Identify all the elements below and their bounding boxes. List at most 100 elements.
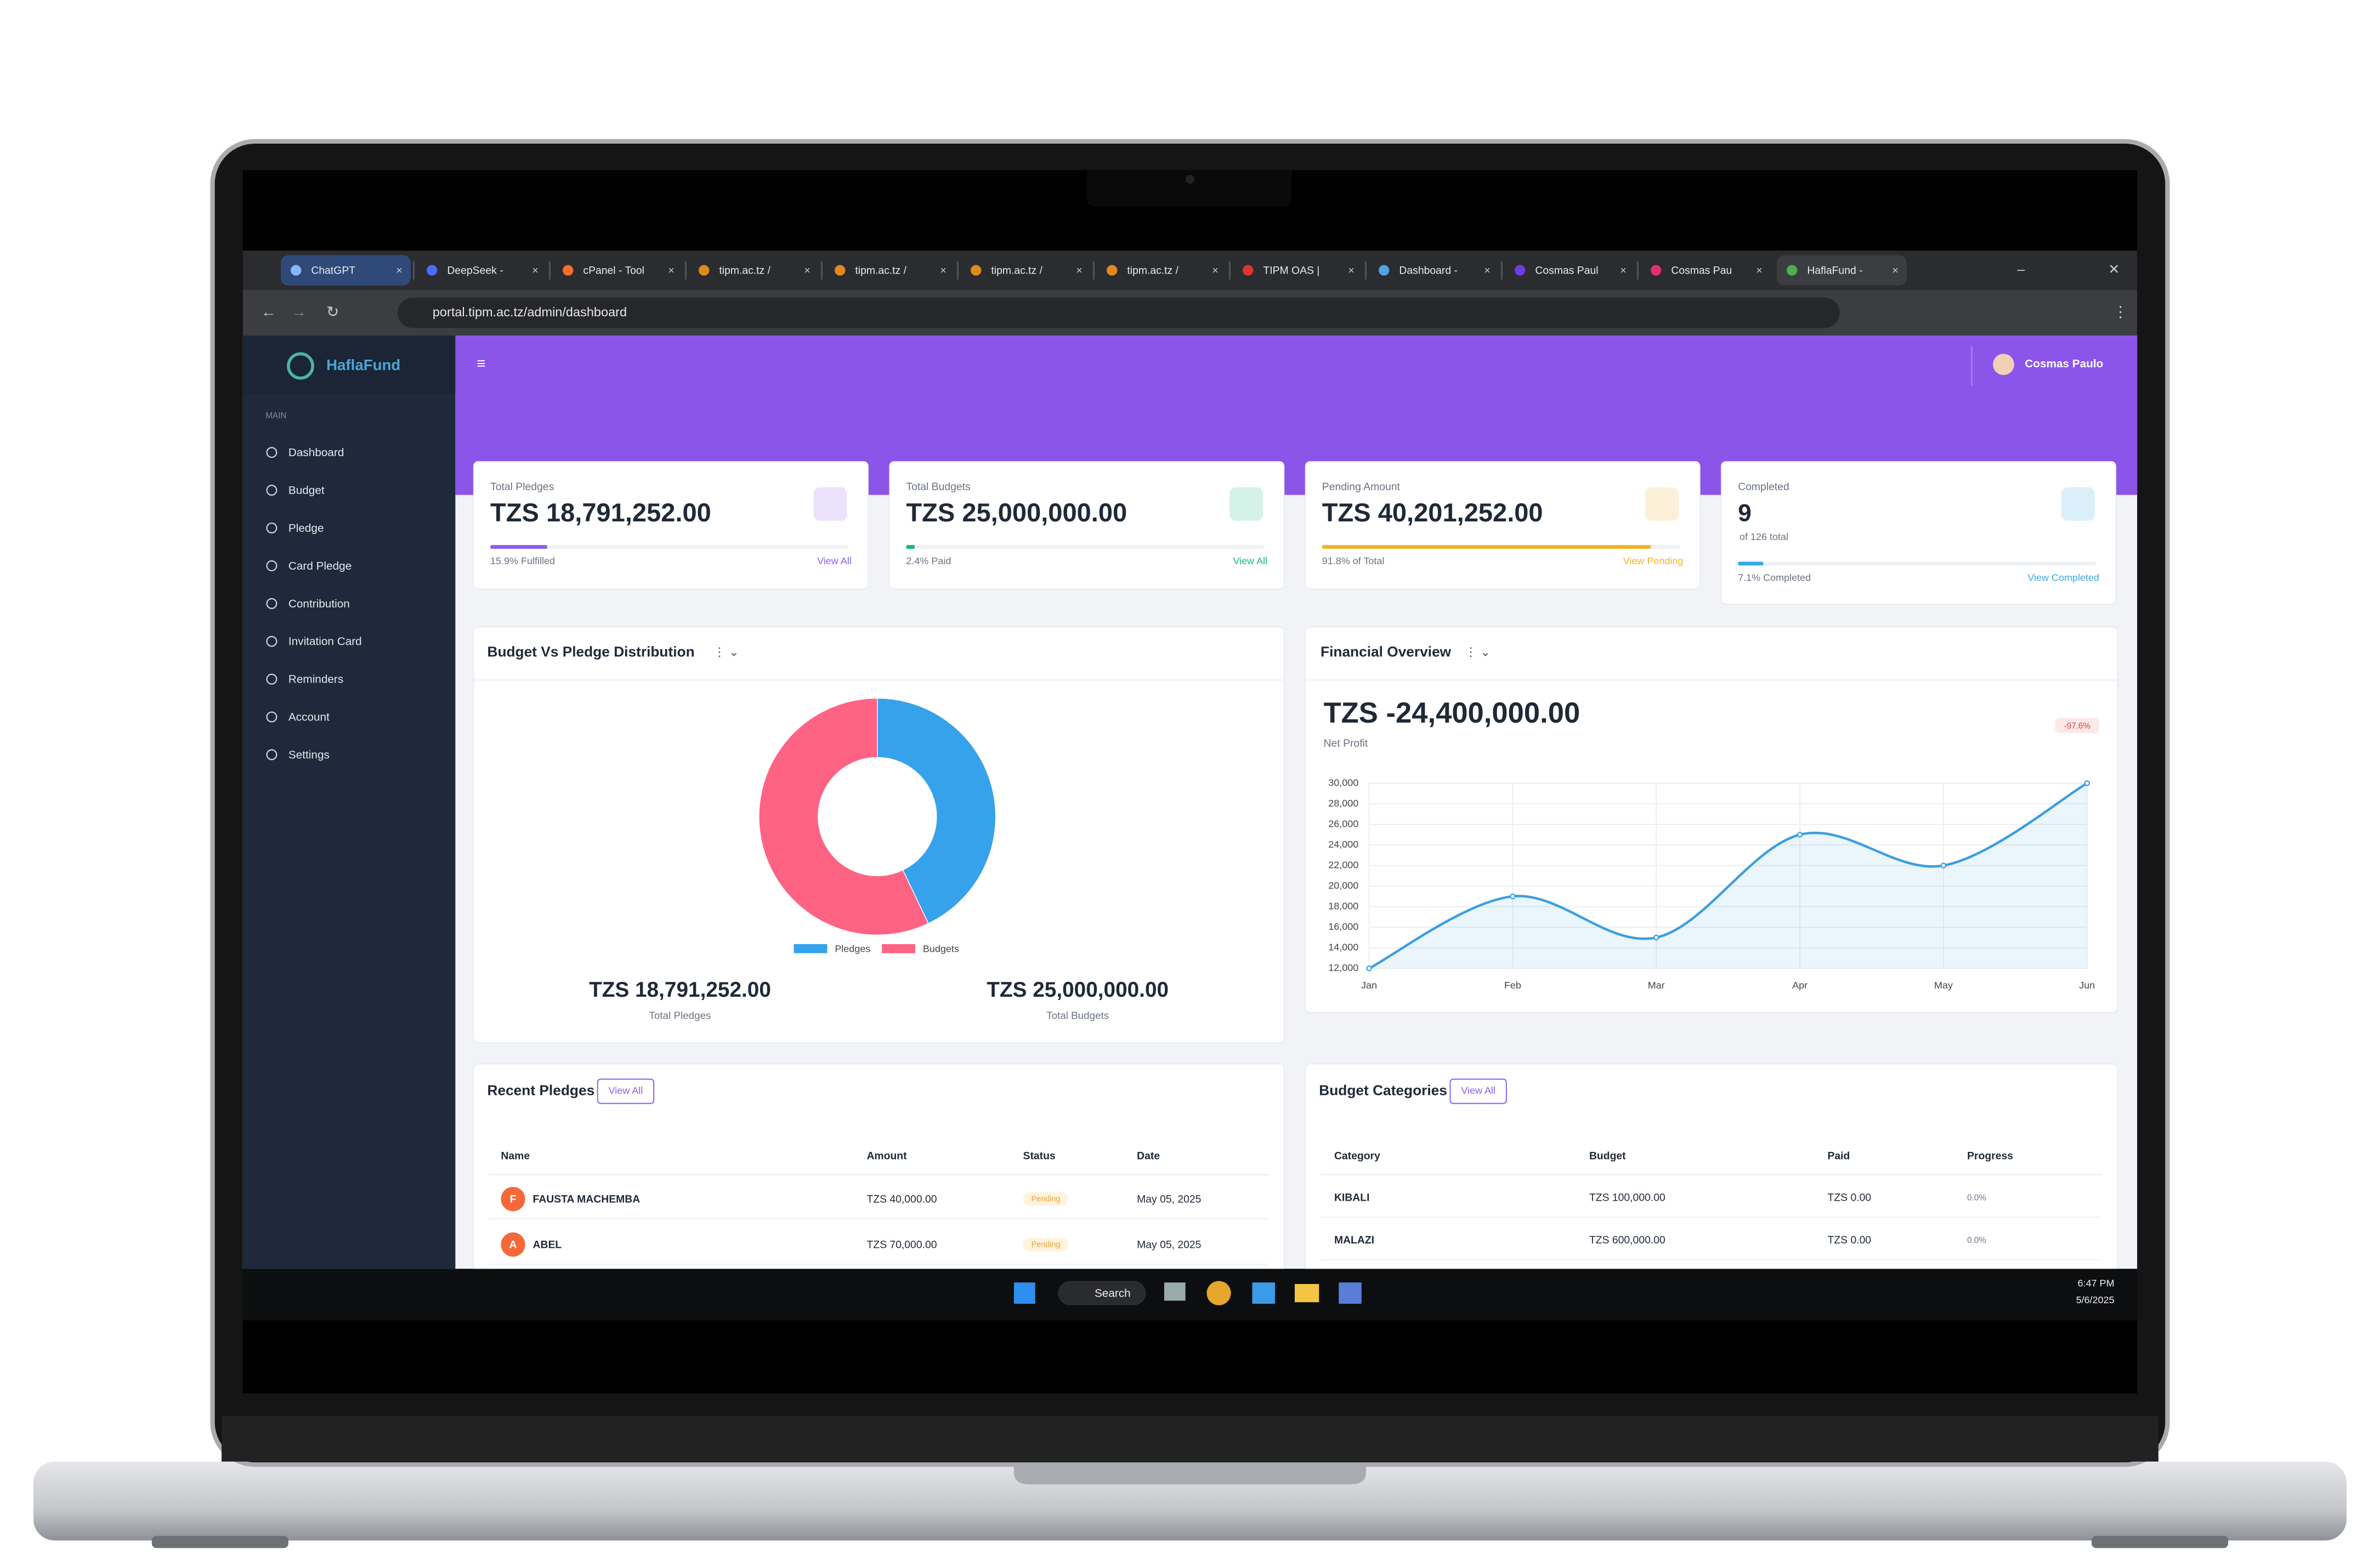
tab-close[interactable]: × [1620, 265, 1626, 277]
card-menu[interactable]: ⋮ ⌄ [713, 645, 739, 658]
total-label: Total Pledges [649, 1009, 711, 1021]
y-tick-label: 12,000 [1328, 962, 1358, 973]
tab-title: tipm.ac.tz / [1127, 265, 1178, 277]
donut-slice [877, 697, 996, 924]
menu-item[interactable]: Card Pledge [288, 560, 352, 572]
tab-close[interactable]: × [1076, 265, 1082, 277]
x-tick-label: Mar [1648, 980, 1665, 991]
tab-close[interactable]: × [940, 265, 946, 277]
close-window-button[interactable]: ✕ [2109, 262, 2120, 277]
stat-link[interactable]: View All [817, 555, 852, 566]
y-tick-label: 16,000 [1328, 921, 1358, 932]
menu-icon [266, 673, 277, 685]
menu-button[interactable]: ⋮ [2113, 303, 2128, 320]
reload-button[interactable]: ↻ [326, 303, 339, 320]
view-all-label[interactable]: View All [609, 1085, 643, 1096]
task-view[interactable] [1164, 1282, 1186, 1301]
line-series [1368, 782, 2088, 970]
brand-logo [287, 352, 314, 380]
y-tick-label: 14,000 [1328, 942, 1358, 953]
tab-close[interactable]: × [1756, 265, 1762, 277]
table-cell: TZS 0.00 [1828, 1192, 1872, 1204]
tab-title: HaflaFund - [1807, 265, 1862, 277]
laptop-foot [2092, 1536, 2229, 1548]
tab-close[interactable]: × [804, 265, 810, 277]
menu-item[interactable]: Account [288, 711, 330, 724]
stat-label: Completed [1738, 481, 1789, 493]
url-bar[interactable] [398, 297, 1840, 328]
app-icon[interactable] [1252, 1282, 1275, 1304]
brand-name: HaflaFund [326, 356, 400, 373]
table-cell: TZS 0.00 [1828, 1234, 1872, 1246]
menu-item[interactable]: Dashboard [288, 446, 344, 459]
forward-button[interactable]: → [291, 303, 307, 320]
tab-favicon [971, 265, 982, 276]
search-label: Search [1095, 1287, 1131, 1299]
menu-item[interactable]: Budget [288, 484, 325, 497]
donut-slice [758, 697, 929, 936]
menu-item[interactable]: Settings [288, 748, 330, 761]
user-name[interactable]: Cosmas Paulo [2025, 357, 2103, 370]
stat-icon [1229, 487, 1263, 521]
tab-favicon [699, 265, 710, 276]
card [889, 461, 1285, 590]
tab-title: tipm.ac.tz / [991, 265, 1042, 277]
app-icon[interactable] [1339, 1282, 1362, 1304]
tab-close[interactable]: × [1484, 265, 1490, 277]
menu-item[interactable]: Contribution [288, 598, 350, 610]
status-text: Pending [1032, 1241, 1061, 1249]
explorer-icon[interactable] [1294, 1284, 1319, 1303]
menu-item[interactable]: Pledge [288, 522, 324, 535]
tab-close[interactable]: × [1348, 265, 1354, 277]
menu-toggle[interactable]: ≡ [477, 355, 485, 372]
x-tick-label: Apr [1792, 980, 1807, 991]
view-all-button[interactable] [1449, 1078, 1507, 1104]
view-all-button[interactable] [597, 1078, 655, 1104]
stat-label: Total Budgets [906, 481, 970, 493]
tab-close[interactable]: × [1212, 265, 1218, 277]
tab-close[interactable]: × [668, 265, 674, 277]
browser-tab[interactable] [281, 255, 411, 286]
tab-close[interactable]: × [532, 265, 538, 277]
table-cell: FAUSTA MACHEMBA [533, 1194, 641, 1206]
legend-swatch [794, 944, 828, 953]
card-title: Budget Categories [1319, 1082, 1447, 1098]
table-cell: TZS 40,000.00 [866, 1194, 937, 1206]
stat-link[interactable]: View Pending [1623, 555, 1684, 566]
url-text: portal.tipm.ac.tz/admin/dashboard [433, 305, 627, 319]
menu-icon [266, 635, 277, 647]
chrome-icon[interactable] [1206, 1281, 1231, 1305]
y-tick-label: 28,000 [1328, 798, 1358, 809]
table-cell: 0.0% [1967, 1236, 1986, 1245]
tab-title: Cosmas Paul [1535, 265, 1598, 277]
table-cell: 0.0% [1967, 1194, 1986, 1203]
line-point [1366, 965, 1372, 972]
tab-close[interactable]: × [396, 265, 402, 277]
sidebar [242, 336, 456, 1269]
search-box[interactable] [1058, 1281, 1146, 1305]
y-tick-label: 30,000 [1328, 777, 1358, 788]
tab-close[interactable]: × [1892, 265, 1898, 277]
minimize-button[interactable]: – [2017, 262, 2025, 277]
menu-item[interactable]: Invitation Card [288, 635, 362, 648]
start-button[interactable] [1013, 1282, 1035, 1304]
user-avatar[interactable] [1993, 354, 2014, 376]
tab-favicon [427, 265, 438, 276]
stat-link[interactable]: View Completed [2027, 572, 2099, 583]
stat-link[interactable]: View All [1233, 555, 1268, 566]
progress-track [1738, 561, 2096, 566]
tab-favicon [1243, 265, 1254, 276]
progress-bar [1322, 545, 1651, 549]
card-menu[interactable]: ⋮ ⌄ [1465, 645, 1491, 658]
back-button[interactable]: ← [261, 303, 276, 320]
clock-time: 6:47 PM [2078, 1278, 2115, 1289]
stat-note: 7.1% Completed [1738, 572, 1811, 583]
sidebar-section: MAIN [265, 411, 286, 421]
total-label: Total Budgets [1046, 1009, 1109, 1021]
browser-tab[interactable] [1777, 255, 1907, 286]
view-all-label[interactable]: View All [1461, 1085, 1495, 1096]
menu-icon [266, 485, 277, 496]
card-title: Budget Vs Pledge Distribution [487, 644, 694, 660]
menu-item[interactable]: Reminders [288, 673, 343, 686]
